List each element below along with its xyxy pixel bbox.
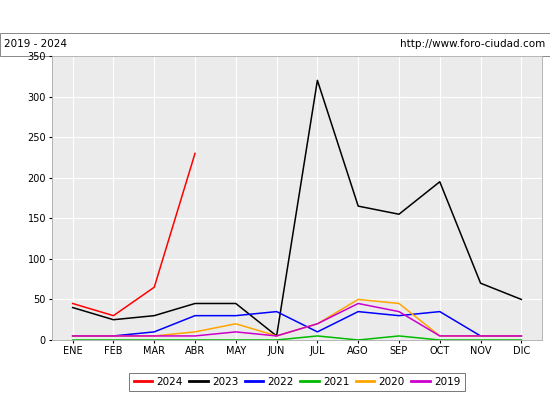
FancyBboxPatch shape xyxy=(0,33,550,56)
Text: Evolucion Nº Turistas Extranjeros en el municipio de Valdeganga: Evolucion Nº Turistas Extranjeros en el … xyxy=(60,10,490,23)
Text: 2019 - 2024: 2019 - 2024 xyxy=(4,39,68,49)
Text: http://www.foro-ciudad.com: http://www.foro-ciudad.com xyxy=(400,39,546,49)
Legend: 2024, 2023, 2022, 2021, 2020, 2019: 2024, 2023, 2022, 2021, 2020, 2019 xyxy=(129,373,465,391)
